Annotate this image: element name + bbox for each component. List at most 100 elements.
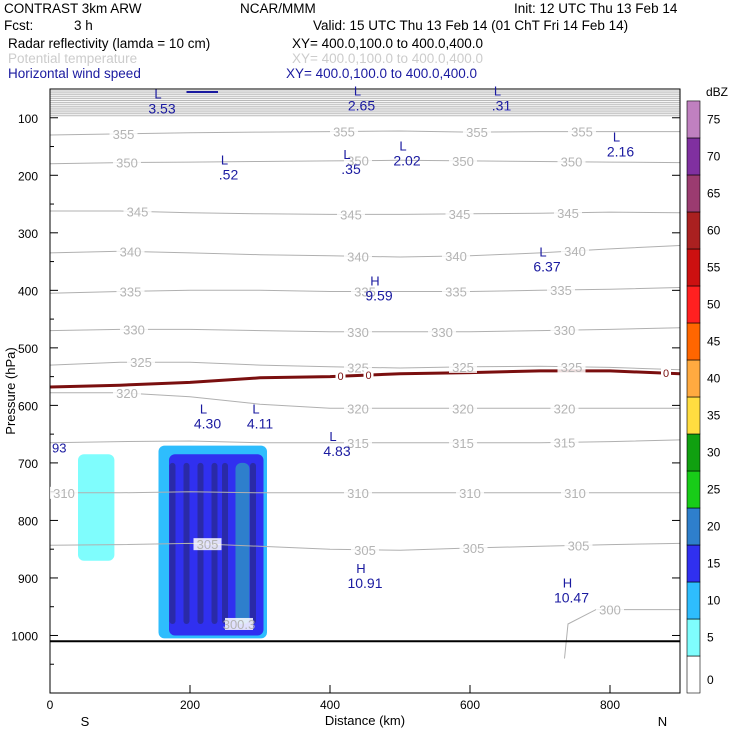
- isentrope-label-bg: [225, 617, 253, 630]
- x-tick-label: 200: [180, 698, 200, 712]
- legend-swatch-70: [686, 137, 701, 176]
- model-title: CONTRAST 3km ARW: [4, 1, 142, 16]
- legend-label-25: 25: [707, 482, 721, 496]
- isentrope-label-bg: [344, 325, 372, 338]
- isentrope-label-335: 335: [445, 284, 467, 299]
- isentrope-label-bg: [442, 285, 470, 298]
- edge-value-label: 93: [52, 441, 66, 456]
- isentrope-label-bg: [351, 285, 379, 298]
- legend-label-70: 70: [707, 149, 721, 163]
- reflectivity-fill-layer: [78, 445, 267, 639]
- isentrope-label-300: 300: [599, 603, 621, 618]
- isentrope-label-bg: [442, 250, 470, 263]
- isentrope-label-340: 340: [347, 249, 369, 264]
- isentrope-label-bg: [554, 206, 582, 219]
- isentrope-label-bg: [445, 207, 474, 220]
- isentrope-label-bg: [351, 543, 379, 556]
- field-theta-xy: XY= 400.0,100.0 to 400.0,400.0: [292, 51, 484, 66]
- plot-frame: [49, 88, 681, 694]
- isentrope-label-305: 305: [568, 538, 590, 553]
- header: CONTRAST 3km ARW NCAR/MMM Init: 12 UTC T…: [0, 0, 740, 90]
- isentrope-label-bg: [344, 250, 372, 263]
- isentrope-label-350: 350: [347, 154, 369, 169]
- label-layer: 355 355 355 355 350 350 350 350 345 345 345 345 340 3…: [50, 84, 671, 632]
- wind-extremum-H: H: [370, 273, 379, 288]
- wind-extremum-L: L: [200, 402, 207, 417]
- isentrope-label-310: 310: [347, 486, 369, 501]
- isentrope-label-310: 310: [53, 486, 75, 501]
- isentrope-label-325: 325: [347, 360, 369, 375]
- isentrope-label-335: 335: [120, 284, 142, 299]
- isentrope-label-330: 330: [431, 325, 453, 340]
- org-title: NCAR/MMM: [240, 1, 316, 16]
- legend-swatch-5: [686, 618, 701, 657]
- legend-swatch-10: [686, 581, 701, 620]
- y-tick-label: 200: [18, 169, 38, 183]
- valid-time: Valid: 15 UTC Thu 13 Feb 14 (01 ChT Fri …: [313, 18, 629, 33]
- wind-extremum-value: 4.11: [247, 416, 273, 432]
- isentrope-label-bg: [344, 436, 372, 449]
- legend-layer: dBZ 0 5 10 15 20 25 30 35 40 45 50 55 60 65 70 75: [686, 85, 728, 694]
- isentrope-label-355: 355: [113, 127, 135, 142]
- legend-swatch-60: [686, 211, 701, 250]
- reflectivity-cell-20dbz: [235, 462, 250, 624]
- wind-extremum-L: L: [252, 402, 259, 417]
- legend-swatch-75: [686, 100, 701, 139]
- legend-label-10: 10: [707, 593, 721, 607]
- legend-label-75: 75: [707, 112, 721, 126]
- isentrope-label-340: 340: [564, 244, 586, 259]
- isentrope-label-bg: [557, 360, 586, 373]
- y-tick-label: 700: [18, 457, 38, 471]
- isentrope-label-bg: [123, 205, 152, 218]
- wind-extremum-value: .31: [492, 98, 512, 114]
- isentrope-label-bg: [547, 283, 575, 296]
- isentrope-label-bg: [449, 154, 477, 167]
- freezing-level-label: 0: [365, 370, 371, 382]
- isentrope-label-bg: [330, 125, 358, 138]
- isentrope-label-bg: [449, 436, 477, 449]
- isentrope-label-bg: [113, 387, 141, 400]
- isentrope-label-350: 350: [452, 154, 474, 169]
- y-tick-label: 400: [18, 284, 38, 298]
- legend-label-35: 35: [707, 408, 721, 422]
- legend-label-20: 20: [707, 519, 721, 533]
- legend-label-15: 15: [707, 556, 721, 570]
- legend-swatch-65: [686, 174, 701, 213]
- legend-label-55: 55: [707, 260, 721, 274]
- isentrope-label-315: 315: [452, 436, 474, 451]
- isentrope-label-bg: [193, 538, 222, 551]
- wind-extremum-L: L: [613, 130, 620, 145]
- isentrope-label-bg: [344, 402, 372, 415]
- x-tick-label: 0: [47, 698, 54, 712]
- y-tick-label: 500: [18, 342, 38, 356]
- reflectivity-streak: [222, 462, 228, 624]
- isentrope-label-335: 335: [354, 284, 376, 299]
- legend-swatch-20: [686, 507, 701, 546]
- y-tick-label: 800: [18, 514, 38, 528]
- isentrope-label-345: 345: [557, 206, 579, 221]
- legend-unit: dBZ: [706, 85, 728, 99]
- isentrope-label-bg: [116, 245, 145, 258]
- wind-extremum-value: 2.65: [348, 98, 375, 114]
- wind-extremum-L: L: [154, 87, 161, 102]
- fcst-label: Fcst:: [4, 18, 34, 33]
- isentrope-label-320: 320: [554, 401, 576, 416]
- isentrope-label-bg: [344, 486, 372, 499]
- isentrope-label-300.3: 300.3: [223, 617, 256, 632]
- reflectivity-streak: [250, 462, 256, 624]
- isentrope-label-bg: [550, 436, 579, 449]
- wind-extremum-value: .52: [219, 167, 239, 183]
- wind-extremum-L: L: [399, 138, 406, 153]
- isentrope-label-325: 325: [130, 355, 152, 370]
- isentrope-label-bg: [127, 356, 155, 369]
- x-axis-title: Distance (km): [325, 713, 405, 728]
- fcst-value: 3 h: [74, 18, 93, 33]
- wind-extremum-value: 4.30: [194, 416, 221, 432]
- isentrope-label-bg: [50, 486, 78, 499]
- isentrope-label-320: 320: [452, 401, 474, 416]
- isentrope-label-bg: [428, 325, 456, 338]
- isentrope-label-310: 310: [564, 486, 586, 501]
- field-reflectivity-xy: XY= 400.0,100.0 to 400.0,400.0: [292, 36, 484, 51]
- isentrope-label-bg: [109, 127, 138, 140]
- legend-swatch-40: [686, 359, 701, 398]
